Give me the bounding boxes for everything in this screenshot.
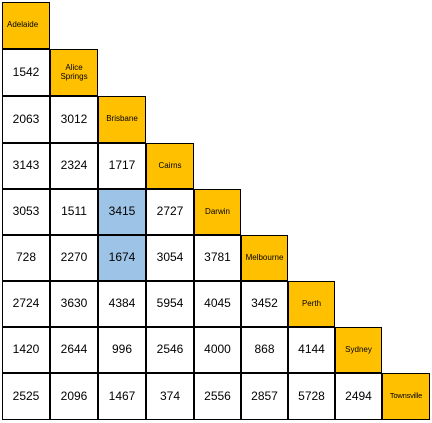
distance-value: 5954: [156, 296, 184, 311]
distance-cell: 2324: [50, 143, 98, 189]
distance-value: 2063: [12, 111, 40, 126]
distance-cell: 2546: [146, 327, 194, 373]
distance-value: 1717: [108, 158, 136, 173]
distance-value: 3781: [204, 250, 231, 265]
distance-value: 2724: [12, 296, 40, 311]
distance-cell: 2063: [2, 96, 50, 143]
distance-cell: 1467: [98, 373, 146, 420]
distance-cell: 2270: [50, 235, 98, 281]
city-header-4: Darwin: [194, 189, 241, 235]
distance-cell: 1717: [98, 143, 146, 189]
distance-value: 1674: [108, 250, 136, 265]
highlighted-distance-cell: 3415: [98, 189, 146, 235]
distance-value: 2857: [251, 388, 278, 403]
distance-cell: 2724: [2, 281, 50, 327]
distance-value: 728: [15, 250, 37, 265]
distance-cell: 5954: [146, 281, 194, 327]
city-header-1: Alice Springs: [50, 49, 98, 96]
city-name: Perth: [301, 298, 322, 308]
distance-value: 2644: [60, 342, 88, 357]
distance-value: 4384: [108, 296, 136, 311]
distance-cell: 1542: [2, 49, 50, 96]
city-header-0: Adelaide: [2, 2, 50, 49]
city-name: Adelaide: [7, 20, 39, 30]
distance-cell: 2644: [50, 327, 98, 373]
distance-value: 2324: [60, 158, 88, 173]
distance-value: 1542: [12, 64, 40, 79]
distance-matrix: Adelaide 1542 Alice Springs 2063 3012 Brisban…: [2, 2, 430, 420]
distance-cell: 4384: [98, 281, 146, 327]
distance-value: 5728: [298, 388, 325, 403]
distance-cell: 4045: [194, 281, 241, 327]
distance-cell: 3012: [50, 96, 98, 143]
distance-cell: 3053: [2, 189, 50, 235]
distance-cell: 2096: [50, 373, 98, 420]
distance-value: 3415: [108, 204, 136, 219]
city-name: Alice Springs: [60, 62, 88, 81]
distance-cell: 1420: [2, 327, 50, 373]
distance-value: 3054: [156, 250, 184, 265]
city-name: Melbourne: [245, 252, 284, 262]
city-header-3: Cairns: [146, 143, 194, 189]
distance-value: 868: [254, 342, 275, 357]
distance-value: 1511: [61, 204, 87, 219]
distance-value: 3143: [12, 158, 40, 173]
distance-value: 3452: [251, 296, 278, 311]
distance-cell: 2857: [241, 373, 288, 420]
distance-cell: 3143: [2, 143, 50, 189]
city-name: Cairns: [158, 160, 182, 170]
distance-cell: 3452: [241, 281, 288, 327]
distance-value: 1420: [12, 342, 40, 357]
distance-value: 374: [159, 388, 181, 403]
distance-value: 2727: [156, 204, 184, 219]
city-header-7: Sydney: [335, 327, 382, 373]
distance-cell: 2727: [146, 189, 194, 235]
distance-value: 2270: [60, 250, 88, 265]
distance-cell: 374: [146, 373, 194, 420]
distance-cell: 996: [98, 327, 146, 373]
distance-value: 4144: [298, 342, 325, 357]
distance-cell: 4000: [194, 327, 241, 373]
distance-value: 3630: [60, 296, 88, 311]
distance-value: 4045: [204, 296, 231, 311]
distance-value: 3012: [60, 111, 88, 126]
city-header-8: Townsville: [382, 373, 430, 420]
distance-value: 1467: [108, 388, 136, 403]
distance-value: 2494: [345, 388, 372, 403]
distance-value: 4000: [204, 342, 231, 357]
distance-cell: 5728: [288, 373, 335, 420]
distance-value: 2525: [12, 388, 40, 403]
distance-value: 2096: [60, 388, 88, 403]
distance-value: 3053: [12, 204, 40, 219]
distance-cell: 4144: [288, 327, 335, 373]
distance-value: 996: [111, 342, 133, 357]
distance-cell: 2525: [2, 373, 50, 420]
city-name: Townsville: [389, 391, 423, 401]
distance-cell: 3054: [146, 235, 194, 281]
distance-cell: 3630: [50, 281, 98, 327]
city-name: Sydney: [345, 344, 372, 354]
city-name: Darwin: [205, 206, 230, 216]
distance-cell: 868: [241, 327, 288, 373]
city-header-5: Melbourne: [241, 235, 288, 281]
city-name: Brisbane: [106, 114, 138, 124]
distance-cell: 728: [2, 235, 50, 281]
highlighted-distance-cell: 1674: [98, 235, 146, 281]
distance-cell: 1511: [50, 189, 98, 235]
distance-cell: 2494: [335, 373, 382, 420]
city-header-2: Brisbane: [98, 96, 146, 143]
distance-value: 2556: [204, 388, 231, 403]
distance-cell: 2556: [194, 373, 241, 420]
distance-cell: 3781: [194, 235, 241, 281]
city-header-6: Perth: [288, 281, 335, 327]
distance-value: 2546: [156, 342, 184, 357]
